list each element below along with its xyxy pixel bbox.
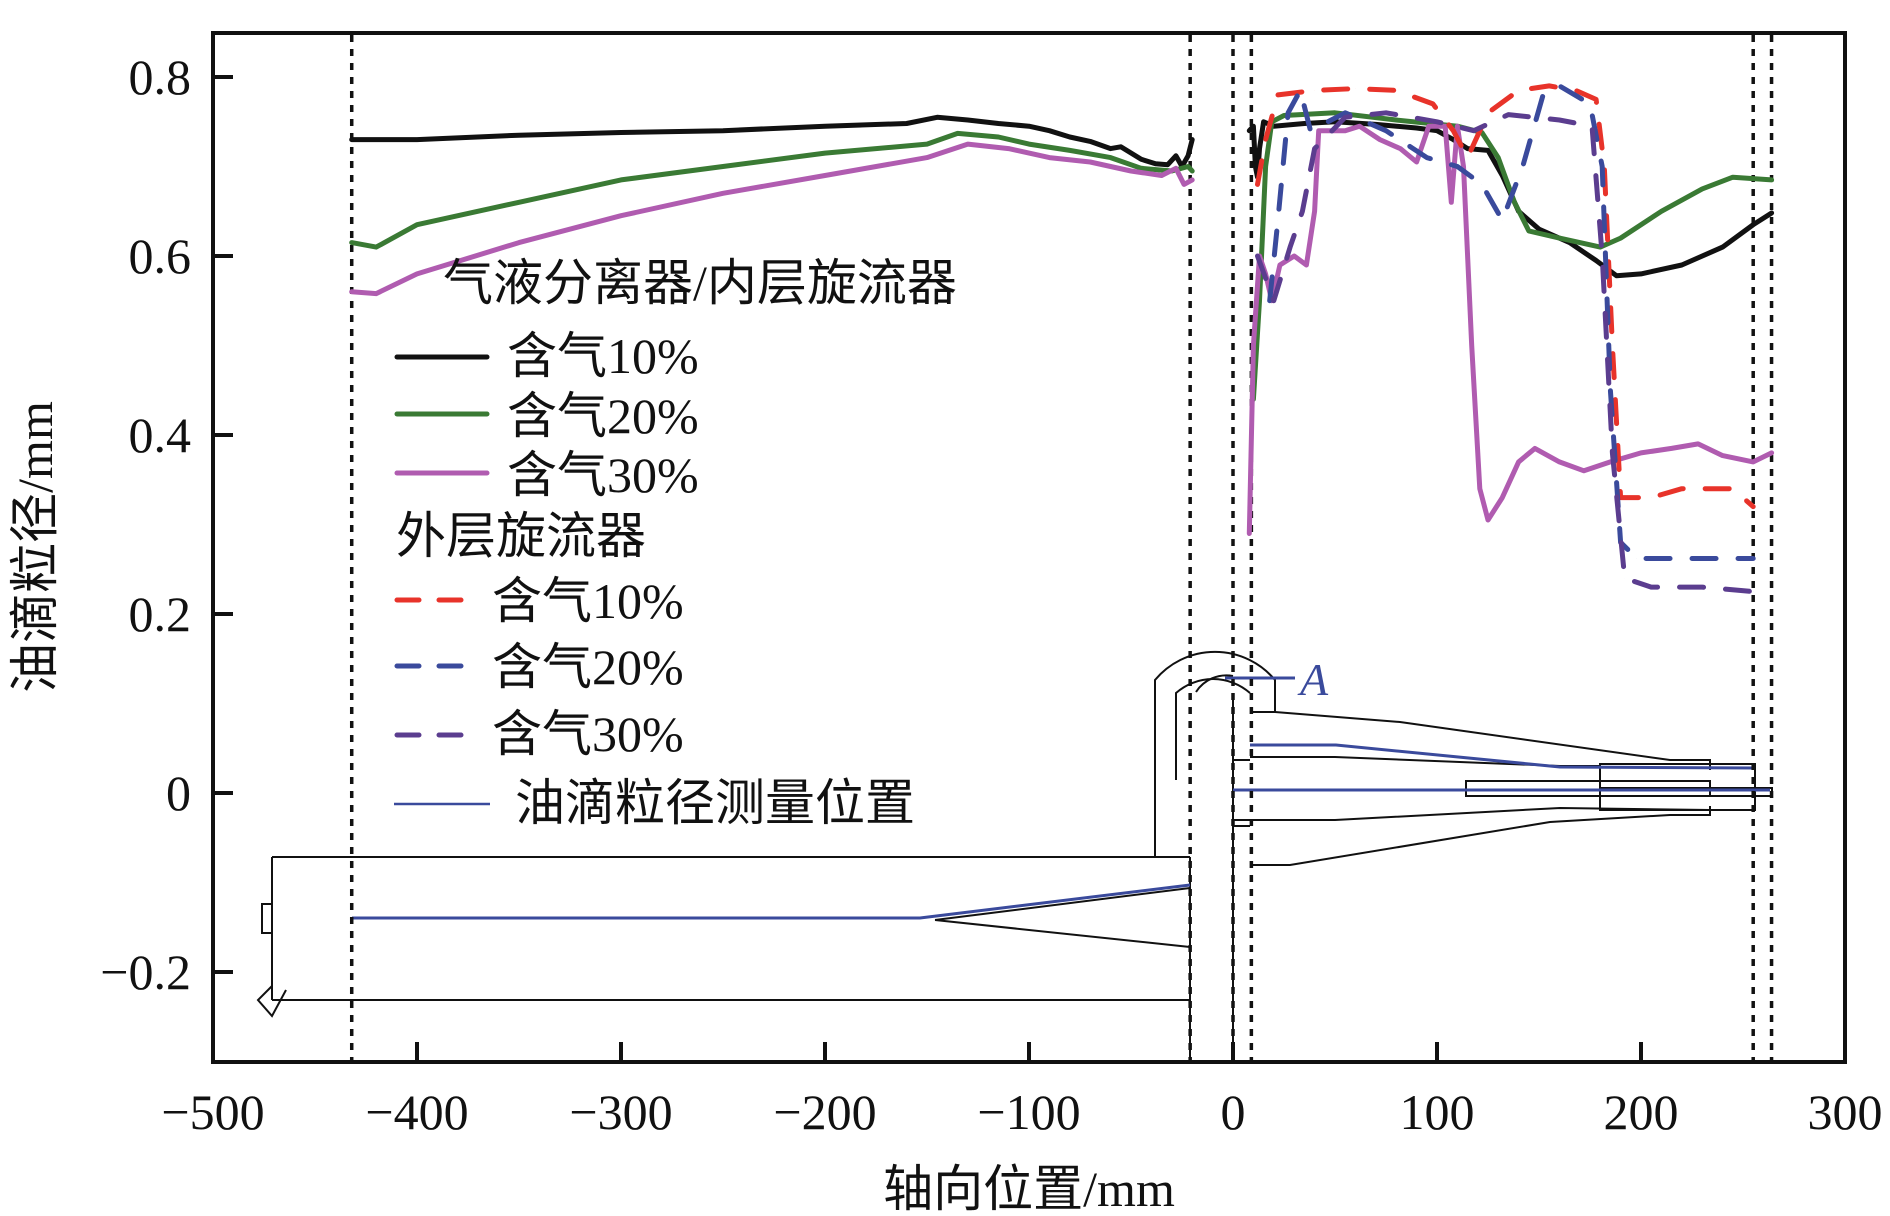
x-tick-label: −200 xyxy=(773,1084,876,1140)
measure-line-outer xyxy=(1250,743,1756,770)
y-tick-label: 0 xyxy=(166,765,191,821)
y-tick-label: 0.8 xyxy=(129,49,192,105)
x-tick-label: −300 xyxy=(569,1084,672,1140)
series-outer-30pct xyxy=(1255,110,1756,595)
legend-label-inner-20: 含气20% xyxy=(507,388,699,444)
gas-liquid-separator-body xyxy=(271,856,1190,1001)
series-line xyxy=(1267,83,1756,561)
x-tick-label: 200 xyxy=(1604,1084,1679,1140)
x-tick-label: 100 xyxy=(1400,1084,1475,1140)
legend-label-outer-10: 含气10% xyxy=(492,573,684,629)
y-tick-label: 0.2 xyxy=(129,586,192,642)
series-line xyxy=(1250,110,1775,402)
x-tick-label: 0 xyxy=(1221,1084,1246,1140)
legend-heading-outer: 外层旋流器 xyxy=(396,508,646,564)
y-tick-label: 0.6 xyxy=(129,228,192,284)
annotation-a: A xyxy=(1297,654,1329,705)
measure-line-separator xyxy=(352,883,1191,920)
series-layer xyxy=(349,83,1775,595)
reference-lines xyxy=(349,35,1774,1062)
x-tick-label: −100 xyxy=(977,1084,1080,1140)
central-pipe xyxy=(1189,700,1234,1062)
legend-label-measure: 油滴粒径测量位置 xyxy=(515,775,915,831)
u-bend-outer xyxy=(1154,650,1276,857)
legend-label-outer-20: 含气20% xyxy=(492,639,684,695)
inlet-stub xyxy=(261,903,272,934)
legend-heading-inner: 气液分离器/内层旋流器 xyxy=(443,255,957,311)
x-axis-title: 轴向位置/mm xyxy=(883,1161,1175,1216)
ticks: −500 −400 −300 −200 −100 0 100 200 300 −0.2 0 0.2 0.… xyxy=(100,49,1882,1140)
series-line xyxy=(1255,83,1756,510)
drain-valve xyxy=(256,985,287,1018)
inner-cone xyxy=(934,887,1191,948)
x-tick-label: −500 xyxy=(161,1084,264,1140)
u-bend-middle xyxy=(1175,678,1251,780)
legend-label-inner-30: 含气30% xyxy=(507,447,699,503)
y-axis-title: 油滴粒径/mm xyxy=(7,401,63,693)
underflow-tube xyxy=(1599,763,1756,811)
legend: 气液分离器/内层旋流器 含气10% 含气20% 含气30% 外层旋流器 含气10… xyxy=(394,255,957,831)
u-bend-inner xyxy=(1195,674,1234,693)
series-inner-10pct xyxy=(349,114,1775,279)
measurement-position-lines xyxy=(352,676,1770,920)
cyclone-flanges xyxy=(1233,759,1250,827)
series-line xyxy=(349,130,1195,250)
series-outer-20pct xyxy=(1267,83,1756,561)
y-tick-label: −0.2 xyxy=(100,944,191,1000)
legend-label-inner-10: 含气10% xyxy=(507,328,699,384)
outer-cyclone-bottom xyxy=(1250,806,1711,866)
x-tick-label: −400 xyxy=(365,1084,468,1140)
outer-cyclone-top xyxy=(1250,711,1711,770)
separator-schematic xyxy=(256,650,1773,1062)
x-tick-label: 300 xyxy=(1808,1084,1883,1140)
series-outer-10pct xyxy=(1255,83,1756,510)
y-tick-label: 0.4 xyxy=(129,407,192,463)
legend-label-outer-30: 含气30% xyxy=(492,706,684,762)
